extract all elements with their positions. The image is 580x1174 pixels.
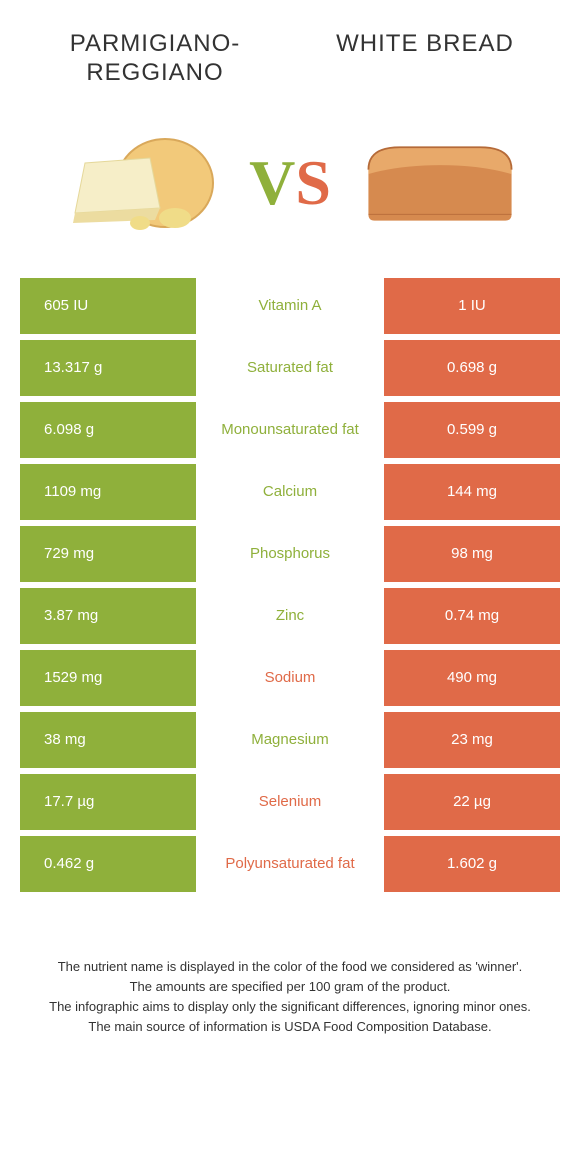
left-value-cell: 1529 mg <box>20 650 196 706</box>
table-row: 17.7 µgSelenium22 µg <box>20 774 560 830</box>
left-value-cell: 38 mg <box>20 712 196 768</box>
right-value-cell: 1 IU <box>384 278 560 334</box>
table-row: 3.87 mgZinc0.74 mg <box>20 588 560 644</box>
cheese-icon <box>55 128 225 238</box>
right-value-cell: 23 mg <box>384 712 560 768</box>
vs-letter-v: V <box>249 146 295 220</box>
right-value-cell: 490 mg <box>384 650 560 706</box>
header-row: Parmigiano-Reggiano White Bread <box>0 0 580 98</box>
left-food-title: Parmigiano-Reggiano <box>20 30 290 88</box>
left-value-cell: 3.87 mg <box>20 588 196 644</box>
table-row: 6.098 gMonounsaturated fat0.599 g <box>20 402 560 458</box>
table-row: 0.462 gPolyunsaturated fat1.602 g <box>20 836 560 892</box>
table-row: 1529 mgSodium490 mg <box>20 650 560 706</box>
nutrient-label-cell: Polyunsaturated fat <box>196 836 384 892</box>
nutrient-label-cell: Zinc <box>196 588 384 644</box>
footer-line: The infographic aims to display only the… <box>40 998 540 1016</box>
bread-image <box>355 118 525 248</box>
nutrient-label-cell: Calcium <box>196 464 384 520</box>
nutrient-label-cell: Monounsaturated fat <box>196 402 384 458</box>
nutrient-label-cell: Saturated fat <box>196 340 384 396</box>
table-row: 1109 mgCalcium144 mg <box>20 464 560 520</box>
left-value-cell: 0.462 g <box>20 836 196 892</box>
table-row: 38 mgMagnesium23 mg <box>20 712 560 768</box>
bread-icon <box>355 123 525 243</box>
right-value-cell: 98 mg <box>384 526 560 582</box>
right-value-cell: 0.698 g <box>384 340 560 396</box>
right-value-cell: 144 mg <box>384 464 560 520</box>
header-col-left: Parmigiano-Reggiano <box>20 30 290 88</box>
footer-line: The main source of information is USDA F… <box>40 1018 540 1036</box>
right-value-cell: 22 µg <box>384 774 560 830</box>
vs-badge: VS <box>235 143 345 223</box>
vs-letter-s: S <box>295 146 331 220</box>
footer-notes: The nutrient name is displayed in the co… <box>0 898 580 1059</box>
nutrient-label-cell: Magnesium <box>196 712 384 768</box>
table-row: 13.317 gSaturated fat0.698 g <box>20 340 560 396</box>
comparison-table: 605 IUVitamin A1 IU 13.317 gSaturated fat… <box>0 278 580 892</box>
left-value-cell: 13.317 g <box>20 340 196 396</box>
table-row: 729 mgPhosphorus98 mg <box>20 526 560 582</box>
right-food-title: White Bread <box>290 30 560 59</box>
right-value-cell: 0.599 g <box>384 402 560 458</box>
nutrient-label-cell: Vitamin A <box>196 278 384 334</box>
right-value-cell: 1.602 g <box>384 836 560 892</box>
images-row: VS <box>0 98 580 278</box>
footer-line: The amounts are specified per 100 gram o… <box>40 978 540 996</box>
left-value-cell: 729 mg <box>20 526 196 582</box>
cheese-image <box>55 118 225 248</box>
left-value-cell: 1109 mg <box>20 464 196 520</box>
nutrient-label-cell: Selenium <box>196 774 384 830</box>
nutrient-label-cell: Sodium <box>196 650 384 706</box>
left-value-cell: 17.7 µg <box>20 774 196 830</box>
footer-line: The nutrient name is displayed in the co… <box>40 958 540 976</box>
left-value-cell: 605 IU <box>20 278 196 334</box>
table-row: 605 IUVitamin A1 IU <box>20 278 560 334</box>
header-col-right: White Bread <box>290 30 560 88</box>
left-value-cell: 6.098 g <box>20 402 196 458</box>
right-value-cell: 0.74 mg <box>384 588 560 644</box>
nutrient-label-cell: Phosphorus <box>196 526 384 582</box>
